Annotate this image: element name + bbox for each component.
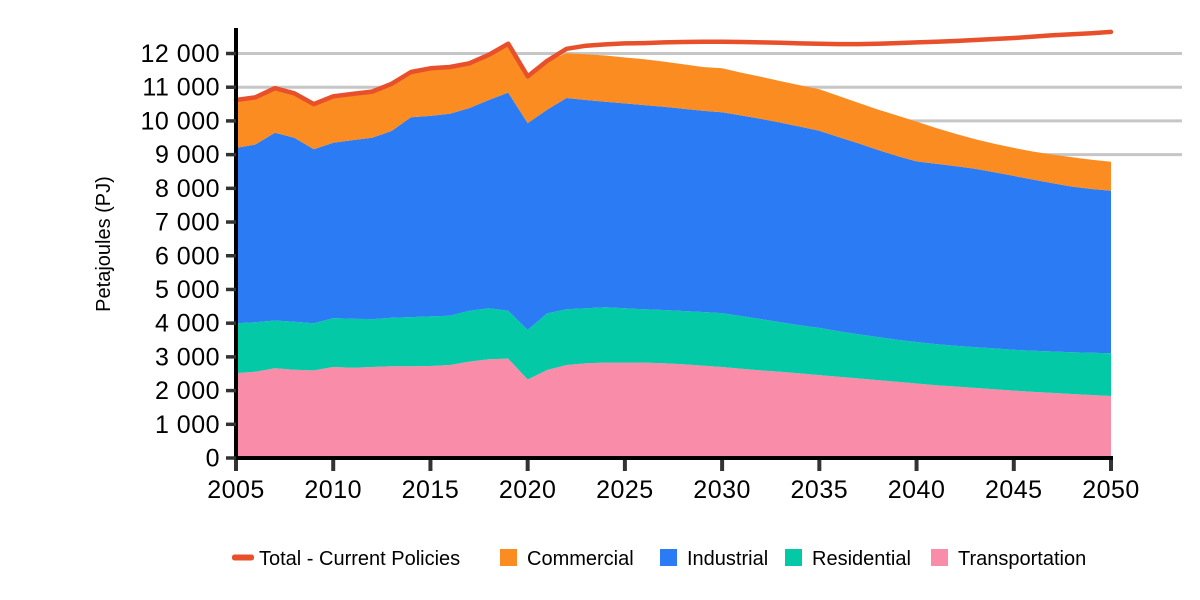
y-tick-label-8000: 8 000 <box>155 175 220 203</box>
x-tick-label-2030: 2030 <box>693 476 751 504</box>
y-tick-label-5000: 5 000 <box>155 276 220 304</box>
area-commercial <box>236 43 1111 191</box>
area-transportation <box>236 358 1111 458</box>
y-axis-ticks-group: 0 1 000 2 000 3 000 4 000 5 000 6 000 7 000 8 00… <box>141 40 236 473</box>
x-tick-label-2045: 2045 <box>985 476 1043 504</box>
y-tick-label-1000: 1 000 <box>155 411 220 439</box>
legend-item-transportation: Transportation <box>931 548 1086 570</box>
line-total-current-policies <box>233 29 1114 107</box>
x-tick-label-2040: 2040 <box>888 476 946 504</box>
x-tick-label-2025: 2025 <box>596 476 654 504</box>
axes-group <box>234 28 1113 460</box>
y-tick-label-0: 0 <box>206 445 220 473</box>
x-tick-label-2015: 2015 <box>402 476 460 504</box>
legend-item-residential: Residential <box>785 548 911 570</box>
legend: Total - Current Policies Commercial Indust… <box>232 548 1086 570</box>
x-tick-label-2020: 2020 <box>499 476 557 504</box>
legend-label: Residential <box>812 548 911 570</box>
x-tick-label-2010: 2010 <box>304 476 362 504</box>
legend-label: Transportation <box>958 548 1086 570</box>
legend-label: Total - Current Policies <box>259 548 460 570</box>
y-tick-label-10000: 10 000 <box>141 107 220 135</box>
x-tick-label-2035: 2035 <box>791 476 849 504</box>
y-tick-label-4000: 4 000 <box>155 310 220 338</box>
y-tick-label-2000: 2 000 <box>155 377 220 405</box>
legend-label: Commercial <box>527 548 634 570</box>
y-tick-label-3000: 3 000 <box>155 343 220 371</box>
area-industrial <box>236 92 1111 354</box>
areas-group <box>236 43 1111 458</box>
legend-swatch-square-icon <box>660 549 677 566</box>
y-tick-label-9000: 9 000 <box>155 141 220 169</box>
legend-swatch-square-icon <box>931 549 948 566</box>
area-residential <box>236 307 1111 396</box>
x-axis-ticks-group: 2005 2010 2015 2020 2025 2030 2035 2040 2045 2050 <box>207 460 1140 504</box>
total-line-group <box>233 29 1114 107</box>
legend-swatch-line-icon <box>232 554 254 561</box>
legend-label: Industrial <box>687 548 768 570</box>
x-tick-label-2005: 2005 <box>207 476 265 504</box>
legend-item-total-current-policies: Total - Current Policies <box>232 548 460 570</box>
legend-swatch-square-icon <box>500 549 517 566</box>
legend-swatch-square-icon <box>785 549 802 566</box>
x-tick-label-2050: 2050 <box>1082 476 1140 504</box>
y-tick-label-12000: 12 000 <box>141 40 220 68</box>
legend-item-commercial: Commercial <box>500 548 634 570</box>
y-tick-label-6000: 6 000 <box>155 242 220 270</box>
y-tick-label-11000: 11 000 <box>142 74 220 102</box>
y-tick-label-7000: 7 000 <box>155 209 220 237</box>
y-axis-title: Petajoules (PJ) <box>93 176 115 312</box>
legend-item-industrial: Industrial <box>660 548 768 570</box>
